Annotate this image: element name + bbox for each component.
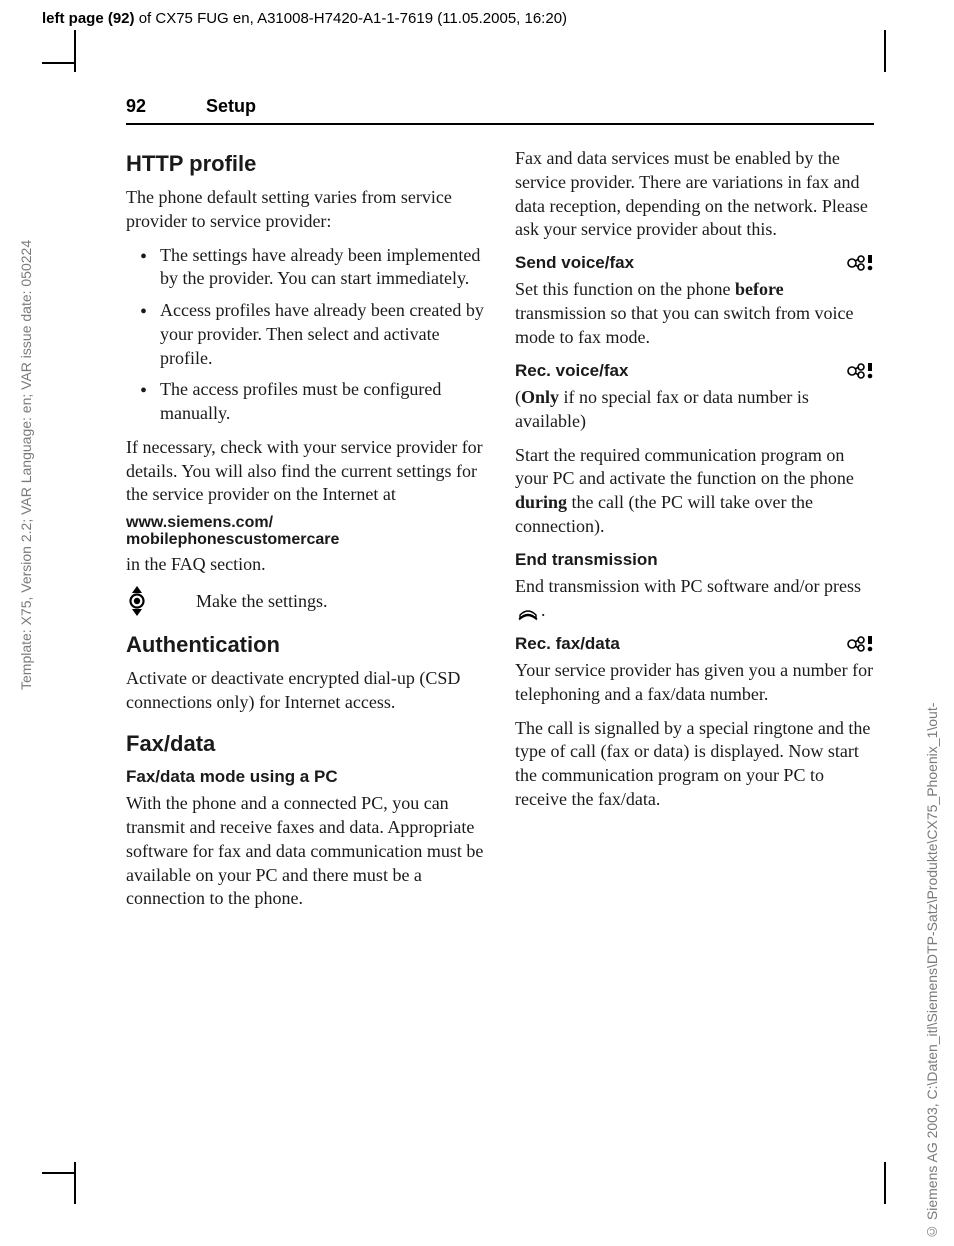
network-dependent-icon bbox=[846, 254, 874, 272]
body-text: With the phone and a connected PC, you c… bbox=[126, 792, 485, 911]
body-text: (Only if no special fax or data number i… bbox=[515, 386, 874, 434]
joystick-icon bbox=[126, 586, 148, 616]
crop-mark bbox=[42, 62, 74, 64]
body-text: Activate or deactivate encrypted dial-up… bbox=[126, 667, 485, 715]
body-text: Set this function on the phone before tr… bbox=[515, 278, 874, 349]
url-line-2: mobilephonescustomercare bbox=[126, 530, 485, 551]
subheading-fax-pc: Fax/data mode using a PC bbox=[126, 766, 485, 788]
crop-mark bbox=[74, 30, 76, 72]
content-columns: HTTP profile The phone default setting v… bbox=[126, 147, 874, 921]
body-text: The phone default setting varies from se… bbox=[126, 186, 485, 234]
page-header: 92 Setup bbox=[126, 96, 874, 125]
list-item: The settings have already been implement… bbox=[148, 244, 485, 292]
joystick-text: Make the settings. bbox=[196, 590, 327, 614]
heading-fax-data: Fax/data bbox=[126, 729, 485, 758]
body-text: If necessary, check with your service pr… bbox=[126, 436, 485, 507]
crop-mark bbox=[884, 1162, 886, 1204]
subheading-rec-voice-fax: Rec. voice/fax bbox=[515, 360, 628, 382]
subheading-end-transmission: End transmission bbox=[515, 549, 874, 571]
section-title: Setup bbox=[206, 96, 256, 117]
crop-mark bbox=[42, 1172, 74, 1174]
subheading-row: Rec. voice/fax bbox=[515, 360, 874, 382]
list-item: Access profiles have already been create… bbox=[148, 299, 485, 370]
body-text: in the FAQ section. bbox=[126, 553, 485, 577]
heading-http-profile: HTTP profile bbox=[126, 149, 485, 178]
subheading-rec-fax-data: Rec. fax/data bbox=[515, 633, 620, 655]
list-item: The access profiles must be configured m… bbox=[148, 378, 485, 426]
meta-top-rest: of CX75 FUG en, A31008-H7420-A1-1-7619 (… bbox=[135, 10, 568, 27]
body-text: Your service provider has given you a nu… bbox=[515, 659, 874, 707]
subheading-send-voice-fax: Send voice/fax bbox=[515, 252, 634, 274]
network-dependent-icon bbox=[846, 362, 874, 380]
body-text: The call is signalled by a special ringt… bbox=[515, 717, 874, 812]
crop-mark bbox=[884, 30, 886, 72]
subheading-row: Send voice/fax bbox=[515, 252, 874, 274]
meta-left-sidebar: Template: X75, Version 2.2; VAR Language… bbox=[18, 30, 34, 690]
heading-authentication: Authentication bbox=[126, 630, 485, 659]
body-text: Start the required communication program… bbox=[515, 444, 874, 539]
meta-top: left page (92) of CX75 FUG en, A31008-H7… bbox=[42, 10, 567, 27]
page-body: 92 Setup HTTP profile The phone default … bbox=[126, 96, 874, 921]
page-number: 92 bbox=[126, 96, 206, 117]
body-text: Fax and data services must be enabled by… bbox=[515, 147, 874, 242]
body-text: End transmission with PC software and/or… bbox=[515, 575, 874, 623]
crop-mark bbox=[74, 1162, 76, 1204]
subheading-row: Rec. fax/data bbox=[515, 633, 874, 655]
meta-top-bold: left page (92) bbox=[42, 10, 135, 27]
column-right: Fax and data services must be enabled by… bbox=[515, 147, 874, 921]
bullet-list: The settings have already been implement… bbox=[126, 244, 485, 426]
end-call-key-icon bbox=[517, 605, 539, 619]
meta-right-sidebar: © Siemens AG 2003, C:\Daten_itl\Siemens\… bbox=[924, 540, 940, 1240]
network-dependent-icon bbox=[846, 635, 874, 653]
joystick-instruction: Make the settings. bbox=[126, 586, 485, 616]
column-left: HTTP profile The phone default setting v… bbox=[126, 147, 485, 921]
